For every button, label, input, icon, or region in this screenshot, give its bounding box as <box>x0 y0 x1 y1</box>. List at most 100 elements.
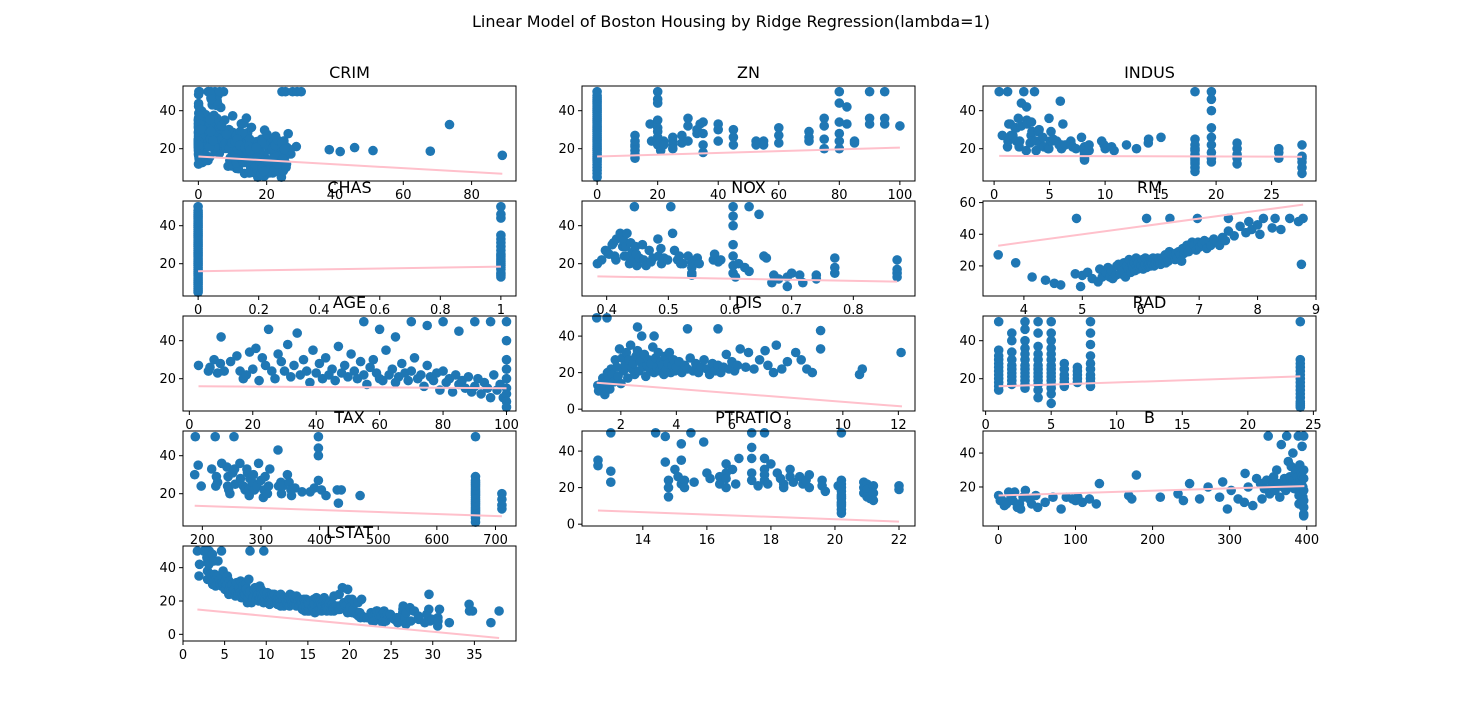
tax-data-point <box>212 477 223 488</box>
indus-data-point <box>1084 140 1094 150</box>
indus-data-point <box>1019 86 1029 97</box>
ptratio-x-tick-label: 18 <box>763 533 780 548</box>
nox-x-tick-label: 0.8 <box>843 303 864 318</box>
b-title: B <box>1144 408 1155 427</box>
age-data-point <box>422 360 433 371</box>
zn-x-tick-label: 20 <box>649 188 666 203</box>
lstat-y-tick-label: 20 <box>159 595 176 610</box>
crim-data-point <box>259 125 270 135</box>
lstat-x-tick-label: 35 <box>466 648 483 663</box>
indus-data-point <box>1206 94 1217 105</box>
lstat-data-point <box>342 584 353 595</box>
age-x-tick-label: 60 <box>371 418 388 433</box>
dis-axes-frame <box>581 315 916 412</box>
ptratio-data-point <box>836 508 847 518</box>
nox-data-point <box>622 228 632 239</box>
age-data-point <box>320 353 331 363</box>
age-data-point <box>501 335 512 346</box>
dis-x-tick-label: 6 <box>728 418 736 433</box>
ptratio-data-point <box>705 473 715 484</box>
chas-axes-frame <box>182 200 517 297</box>
rad-data-point <box>1020 316 1030 327</box>
crim-data-point <box>214 86 225 97</box>
ptratio-y-tick-label: 20 <box>558 481 575 496</box>
dis-data-point <box>790 347 801 358</box>
age-data-point <box>416 370 426 380</box>
age-data-point <box>327 364 337 375</box>
lstat-data-point <box>424 589 434 600</box>
points-crim <box>193 86 508 182</box>
crim-data-point <box>251 142 261 153</box>
tax-x-tick-label: 600 <box>424 533 449 548</box>
ptratio-data-point <box>721 482 731 493</box>
ptratio-data-point <box>766 459 776 469</box>
tax-data-point <box>282 469 293 480</box>
ptratio-data-point <box>759 428 770 438</box>
dis-data-point <box>732 360 743 371</box>
rm-data-point <box>1276 224 1286 235</box>
zn-data-point <box>728 140 739 150</box>
rad-y-tick-label: 20 <box>959 372 976 387</box>
nox-data-point <box>728 201 738 212</box>
dis-data-point <box>807 367 818 378</box>
age-data-point <box>282 339 293 350</box>
zn-data-point <box>645 119 655 129</box>
tax-data-point <box>313 431 324 442</box>
age-data-point <box>485 316 496 327</box>
indus-data-point <box>1206 105 1217 116</box>
zn-data-point <box>804 136 814 146</box>
ptratio-data-point <box>868 495 879 506</box>
lstat-x-tick-label: 30 <box>424 648 441 663</box>
nox-data-point <box>632 260 642 271</box>
age-data-point <box>330 375 341 386</box>
crim-data-point <box>193 140 204 150</box>
crim-data-point <box>193 159 204 169</box>
zn-data-point <box>879 86 890 97</box>
age-data-point <box>193 360 204 371</box>
zn-data-point <box>683 121 693 131</box>
b-data-point <box>1298 485 1309 496</box>
indus-data-point <box>1131 143 1142 154</box>
ptratio-data-point <box>606 466 616 477</box>
lstat-data-point <box>424 604 434 615</box>
crim-data-point <box>444 119 455 130</box>
age-data-point <box>270 373 280 384</box>
rad-data-point <box>1033 385 1043 395</box>
rad-data-point <box>1295 316 1306 327</box>
chas-x-tick-label: 0.2 <box>248 303 269 318</box>
indus-data-point <box>1071 143 1081 154</box>
ptratio-data-point <box>734 453 744 464</box>
tax-data-point <box>235 458 245 469</box>
zn-data-point <box>728 132 739 143</box>
nox-title: NOX <box>731 178 766 197</box>
rm-data-point <box>1220 235 1231 246</box>
zn-data-point <box>630 136 640 146</box>
age-axes-frame <box>182 315 517 412</box>
crim-data-point <box>368 145 378 156</box>
zn-axes-frame <box>581 85 916 182</box>
b-y-tick-label: 20 <box>959 480 976 495</box>
indus-data-point <box>1046 126 1056 137</box>
chas-y-tick-label: 20 <box>159 257 176 272</box>
ptratio-data-point <box>676 439 687 449</box>
nox-data-point <box>761 253 772 263</box>
ptratio-data-point <box>606 477 616 488</box>
chas-data-point <box>496 201 506 212</box>
dis-data-point <box>740 362 751 373</box>
tax-data-point <box>210 431 220 442</box>
subplot-age: 0 20 40 60 80 100 20 40 AGE <box>159 293 518 433</box>
crim-data-point <box>335 146 346 157</box>
rad-x-tick-label: 5 <box>1047 418 1055 433</box>
nox-data-point <box>892 272 902 282</box>
age-data-point <box>248 364 258 375</box>
b-data-point <box>1155 492 1166 503</box>
lstat-data-point <box>406 616 416 626</box>
age-data-point <box>279 366 290 376</box>
b-data-point <box>1257 494 1267 504</box>
indus-data-point <box>1034 124 1044 135</box>
zn-data-point <box>819 121 829 131</box>
lstat-data-point <box>444 617 455 628</box>
zn-data-point <box>834 136 845 146</box>
zn-y-tick-label: 40 <box>558 104 575 119</box>
